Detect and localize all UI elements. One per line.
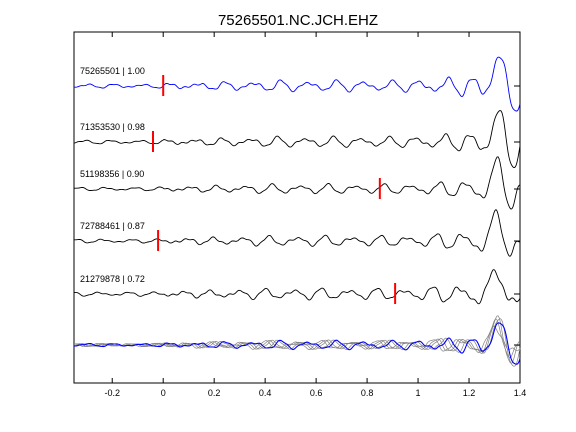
- trace-label-0: 75265501 | 1.00: [80, 66, 145, 76]
- trace-line-4: [74, 269, 521, 305]
- x-tick-label-8: 1.4: [514, 388, 527, 398]
- x-tick-label-3: 0.4: [259, 388, 272, 398]
- x-axis: -0.2 0 0.2 0.4 0.6 0.8 1 1.2 1.4: [104, 32, 526, 398]
- x-tick-label-5: 0.8: [361, 388, 374, 398]
- overlay-line-0: [73, 322, 521, 365]
- x-tick-label-4: 0.6: [310, 388, 323, 398]
- trace-line-0: [73, 56, 521, 112]
- overlay-line-2: [73, 315, 521, 364]
- trace-label-3: 72788461 | 0.87: [80, 221, 145, 231]
- trace-label-2: 51198356 | 0.90: [80, 169, 144, 179]
- plot-frame: [73, 31, 521, 384]
- trace-line-3: [74, 208, 521, 257]
- overlay-stack: [73, 315, 521, 367]
- trace-label-4: 21279878 | 0.72: [80, 274, 145, 284]
- trace-label-1: 71353530 | 0.98: [80, 122, 145, 132]
- x-tick-label-6: 1: [416, 388, 421, 398]
- x-tick-label-0: -0.2: [104, 388, 120, 398]
- trace-line-2: [73, 156, 521, 210]
- chart-title: 75265501.NC.JCH.EHZ: [218, 12, 378, 29]
- x-tick-label-1: 0: [161, 388, 166, 398]
- x-tick-label-2: 0.2: [208, 388, 221, 398]
- x-tick-label-7: 1.2: [463, 388, 476, 398]
- trace-group: 75265501 | 1.00 71353530 | 0.98 51198356 |…: [73, 56, 521, 305]
- overlay-line-3: [74, 318, 521, 359]
- overlay-line-1: [73, 318, 521, 367]
- trace-line-1: [73, 109, 521, 169]
